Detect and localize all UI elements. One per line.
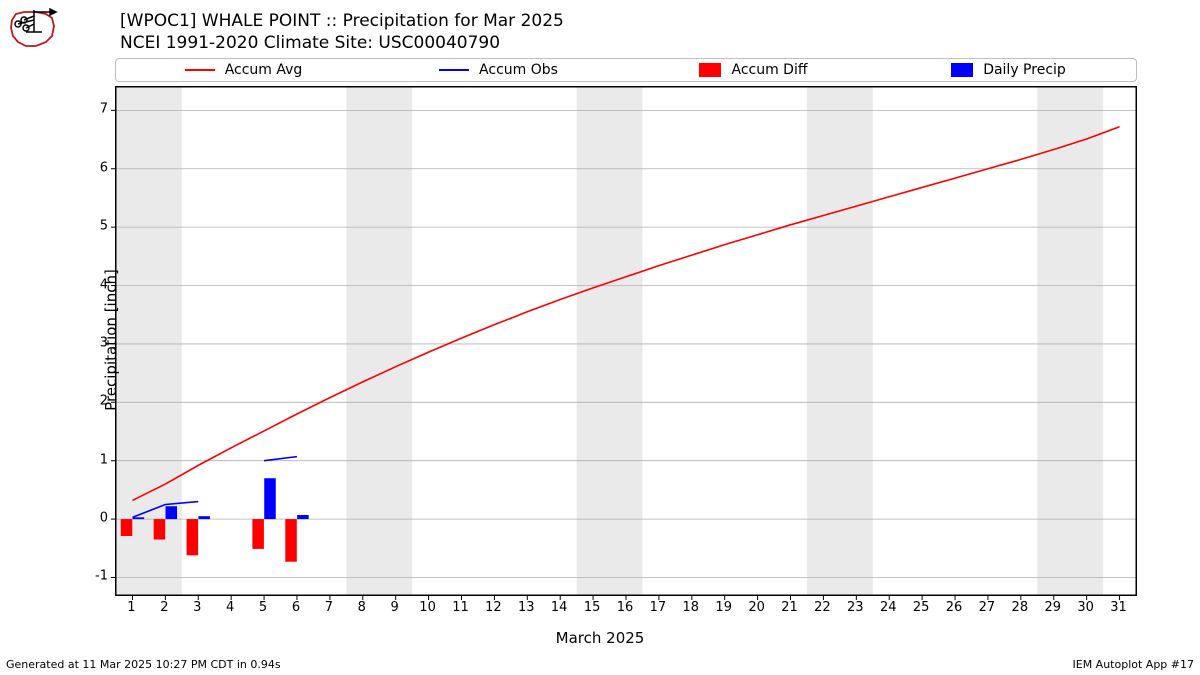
legend-swatch xyxy=(185,69,215,71)
y-tick-label: 4 xyxy=(100,277,108,292)
x-tick-label: 28 xyxy=(1012,600,1029,615)
x-tick-label: 17 xyxy=(650,600,667,615)
x-tick-label: 13 xyxy=(518,600,535,615)
y-tick-label: 7 xyxy=(100,102,108,117)
legend-item: Daily Precip xyxy=(881,62,1136,78)
x-tick-label: 14 xyxy=(551,600,568,615)
x-tick-label: 6 xyxy=(292,600,300,615)
precipitation-chart xyxy=(115,86,1137,596)
footer-app-text: IEM Autoplot App #17 xyxy=(1073,658,1195,671)
y-tick-label: -1 xyxy=(95,569,108,584)
x-tick-label: 23 xyxy=(847,600,864,615)
x-tick-label: 20 xyxy=(748,600,765,615)
title-line-1: [WPOC1] WHALE POINT :: Precipitation for… xyxy=(120,10,564,32)
x-tick-label: 3 xyxy=(193,600,201,615)
legend-item: Accum Diff xyxy=(626,62,881,78)
x-tick-label: 29 xyxy=(1044,600,1061,615)
footer-generated-text: Generated at 11 Mar 2025 10:27 PM CDT in… xyxy=(6,658,281,671)
x-tick-label: 8 xyxy=(358,600,366,615)
legend-swatch xyxy=(439,69,469,71)
y-tick-label: 1 xyxy=(100,452,108,467)
x-tick-label: 4 xyxy=(226,600,234,615)
x-tick-label: 7 xyxy=(325,600,333,615)
x-tick-label: 12 xyxy=(485,600,502,615)
x-tick-label: 11 xyxy=(452,600,469,615)
x-tick-label: 21 xyxy=(781,600,798,615)
x-tick-label: 16 xyxy=(617,600,634,615)
x-tick-label: 2 xyxy=(160,600,168,615)
iem-logo-icon xyxy=(6,6,58,50)
x-tick-label: 30 xyxy=(1077,600,1094,615)
x-tick-label: 9 xyxy=(391,600,399,615)
legend-item: Accum Obs xyxy=(371,62,626,78)
legend-label: Accum Avg xyxy=(225,62,303,78)
y-tick-label: 0 xyxy=(100,511,108,526)
x-tick-label: 22 xyxy=(814,600,831,615)
x-tick-label: 19 xyxy=(715,600,732,615)
x-axis-label: March 2025 xyxy=(556,629,645,647)
x-tick-label: 1 xyxy=(127,600,135,615)
legend-label: Daily Precip xyxy=(983,62,1066,78)
x-tick-label: 25 xyxy=(913,600,930,615)
legend-swatch xyxy=(951,63,973,77)
x-tick-label: 10 xyxy=(419,600,436,615)
y-tick-label: 6 xyxy=(100,160,108,175)
legend: Accum Avg Accum Obs Accum Diff Daily Precip xyxy=(115,58,1137,82)
legend-label: Accum Diff xyxy=(731,62,807,78)
title-line-2: NCEI 1991-2020 Climate Site: USC00040790 xyxy=(120,32,564,54)
x-tick-label: 18 xyxy=(683,600,700,615)
y-tick-label: 3 xyxy=(100,335,108,350)
y-tick-label: 5 xyxy=(100,219,108,234)
legend-label: Accum Obs xyxy=(479,62,558,78)
y-tick-label: 2 xyxy=(100,394,108,409)
x-tick-label: 24 xyxy=(880,600,897,615)
x-tick-label: 5 xyxy=(259,600,267,615)
x-tick-label: 27 xyxy=(979,600,996,615)
chart-title: [WPOC1] WHALE POINT :: Precipitation for… xyxy=(120,10,564,54)
x-tick-label: 15 xyxy=(584,600,601,615)
x-tick-label: 31 xyxy=(1110,600,1127,615)
legend-swatch xyxy=(699,63,721,77)
legend-item: Accum Avg xyxy=(116,62,371,78)
x-tick-label: 26 xyxy=(946,600,963,615)
